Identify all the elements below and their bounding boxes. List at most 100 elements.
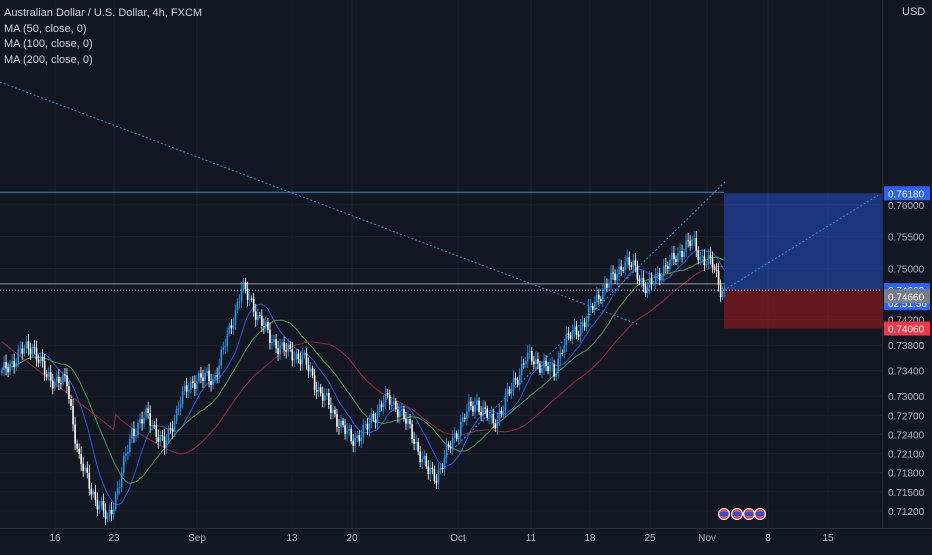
candle-body <box>149 412 151 426</box>
candle-body <box>508 389 511 394</box>
candle-body <box>110 509 113 515</box>
candle-body <box>145 408 147 418</box>
event-marker-icon <box>718 508 730 520</box>
candle-body <box>606 283 608 288</box>
candle-body <box>520 363 523 376</box>
candle-body <box>401 408 403 411</box>
candle-body <box>634 260 637 266</box>
candle-body <box>15 362 18 368</box>
candle-body <box>3 362 5 371</box>
candle-body <box>561 352 564 354</box>
candle-body <box>269 329 271 343</box>
event-marker-icon <box>754 508 766 520</box>
candle-body <box>139 419 141 423</box>
candle-body <box>512 378 515 389</box>
candle-body <box>719 284 722 297</box>
candle-body <box>35 348 38 360</box>
candle-body <box>644 285 647 294</box>
candle-body <box>486 408 488 419</box>
candle-body <box>541 367 543 373</box>
candle-body <box>248 298 251 300</box>
candle-body <box>76 443 78 449</box>
candle-body <box>587 306 590 321</box>
time-tick-label: Nov <box>698 533 716 544</box>
candle-body <box>589 306 592 308</box>
candle-body <box>455 433 458 440</box>
candle-body <box>96 499 99 510</box>
candle-body <box>273 339 275 342</box>
candle-body <box>295 353 298 360</box>
candle-body <box>476 400 478 405</box>
candle-body <box>62 374 64 384</box>
candle-body <box>267 321 269 330</box>
price-tick-label: 0.73400 <box>888 367 925 378</box>
candle-body <box>699 256 702 261</box>
candle-body <box>573 326 576 331</box>
candle-body <box>721 290 724 297</box>
candle-body <box>279 345 281 354</box>
candle-body <box>510 388 513 394</box>
candle-body <box>490 413 493 418</box>
candle-body <box>303 353 306 356</box>
candle-body <box>120 472 123 488</box>
candle-body <box>583 322 586 327</box>
candle-body <box>309 368 312 372</box>
currency-label[interactable]: USD <box>902 6 926 18</box>
candle-body <box>500 411 503 414</box>
candle-body <box>336 414 338 427</box>
candle-body <box>277 348 279 354</box>
candle-body <box>118 487 121 489</box>
candle-body <box>459 422 462 436</box>
candle-body <box>464 417 466 420</box>
candle-body <box>346 430 348 434</box>
stop-price-tag-text: 0.74060 <box>888 325 925 336</box>
candle-body <box>717 270 720 285</box>
candle-body <box>141 419 143 424</box>
candle-body <box>214 374 216 379</box>
candle-body <box>399 410 401 418</box>
candle-body <box>216 374 218 377</box>
candle-body <box>433 469 436 481</box>
entry-price-tag: 0.74660 <box>884 289 930 304</box>
candle-body <box>246 289 249 300</box>
candle-body <box>98 505 101 510</box>
candle-body <box>263 326 265 328</box>
candle-body <box>386 393 389 395</box>
candle-body <box>413 439 415 444</box>
candle-body <box>242 282 245 290</box>
candle-body <box>194 383 196 390</box>
candle-body <box>159 435 162 442</box>
candle-body <box>504 395 507 411</box>
candle-body <box>7 368 9 373</box>
candle-body <box>330 404 332 413</box>
candle-body <box>640 277 643 282</box>
candle-body <box>378 404 381 413</box>
candle-body <box>328 393 330 405</box>
candle-body <box>275 339 277 349</box>
ma50-label: MA (50, close, 0) <box>4 22 87 35</box>
candle-body <box>567 333 570 335</box>
candle-body <box>261 315 263 327</box>
candle-body <box>498 411 501 420</box>
candle-body <box>317 387 320 392</box>
candle-body <box>677 253 679 262</box>
candle-body <box>104 510 107 519</box>
price-tick-label: 0.71500 <box>888 488 925 499</box>
candle-body <box>177 408 180 410</box>
price-tick-label: 0.72700 <box>888 411 925 422</box>
candle-body <box>518 375 521 385</box>
candle-body <box>23 347 26 354</box>
candle-body <box>114 493 117 510</box>
candle-body <box>360 437 363 442</box>
candle-body <box>72 406 74 425</box>
candle-body <box>506 389 509 396</box>
candle-body <box>616 274 618 281</box>
stop-zone <box>724 290 882 329</box>
candle-body <box>681 250 683 257</box>
price-tick-label: 0.71200 <box>888 507 925 518</box>
candle-body <box>524 361 527 365</box>
candle-body <box>133 428 135 437</box>
candle-body <box>234 310 237 326</box>
